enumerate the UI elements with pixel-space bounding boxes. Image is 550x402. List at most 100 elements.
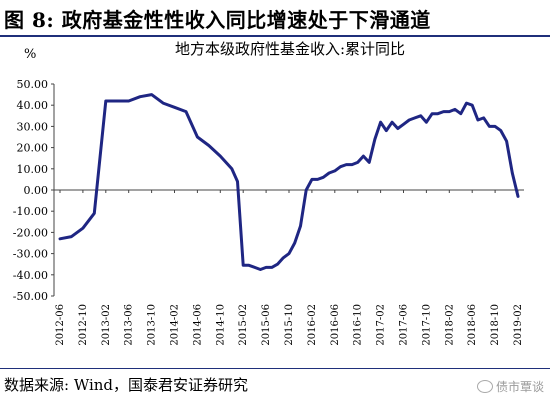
- data-point: [408, 119, 411, 121]
- data-point: [271, 266, 273, 269]
- x-tick-label: 2016-06: [330, 304, 341, 346]
- chart-title: 地方本级政府性基金收入:累计同比: [175, 40, 405, 58]
- data-point: [419, 115, 422, 117]
- x-tick-label: 2015-10: [284, 304, 295, 346]
- wechat-icon: [476, 380, 493, 393]
- data-point: [454, 108, 456, 111]
- data-point: [385, 129, 388, 132]
- data-point: [362, 155, 365, 157]
- data-point: [471, 104, 474, 106]
- data-point: [316, 178, 319, 181]
- data-point: [505, 140, 508, 142]
- data-point: [328, 172, 330, 174]
- data-point: [414, 117, 416, 119]
- y-axis: 50.00 40.00 30.00 20.00 10.00 0.00 -10.00 -20.0…: [13, 78, 55, 303]
- data-point: [265, 266, 267, 269]
- data-point: [185, 110, 187, 113]
- y-tick-label: -40.00: [13, 269, 48, 282]
- data-point: [259, 268, 262, 271]
- data-point: [299, 225, 302, 227]
- line-chart: 地方本级政府性基金收入:累计同比 % 50.00 40.00 30.00 20.00 1…: [13, 40, 524, 346]
- x-tick-label: 2017-06: [399, 304, 410, 346]
- data-point: [242, 264, 244, 267]
- x-tick-label: 2018-10: [490, 304, 501, 346]
- data-point: [339, 165, 342, 168]
- footer-divider: [0, 368, 550, 369]
- watermark-text: 债市覃谈: [495, 380, 544, 394]
- y-tick-label: -20.00: [13, 226, 48, 239]
- data-point: [293, 242, 296, 244]
- data-point: [442, 110, 445, 113]
- x-tick-label: 2019-02: [513, 304, 524, 346]
- y-tick-label: 40.00: [17, 99, 49, 112]
- y-tick-label: 0.00: [24, 184, 49, 197]
- y-tick-label: -10.00: [13, 205, 48, 218]
- data-point: [105, 100, 107, 102]
- x-tick-label: 2014-06: [192, 304, 203, 346]
- data-point: [59, 238, 61, 240]
- data-point: [517, 195, 519, 198]
- y-tick-label: 50.00: [17, 78, 49, 91]
- header-divider: [0, 35, 550, 37]
- data-point: [488, 125, 491, 128]
- data-point: [334, 170, 336, 172]
- data-point: [196, 136, 199, 138]
- y-tick-label: 10.00: [17, 163, 49, 176]
- x-tick-label: 2017-02: [376, 304, 387, 346]
- data-point: [345, 163, 348, 166]
- data-point: [511, 172, 514, 174]
- x-axis: 2012-06 2012-10 2013-02 2013-06 2013-10 2014-…: [54, 189, 524, 346]
- data-point: [482, 117, 485, 119]
- watermark: 债市覃谈: [476, 378, 544, 395]
- data-point: [139, 95, 141, 98]
- data-point: [288, 252, 290, 255]
- data-point: [477, 119, 479, 121]
- data-point: [231, 168, 233, 170]
- y-tick-label: -50.00: [13, 290, 48, 303]
- data-point: [93, 212, 96, 215]
- x-tick-label: 2017-10: [421, 304, 432, 346]
- data-point: [116, 100, 119, 102]
- x-tick-label: 2018-06: [467, 304, 478, 346]
- figure-header: 图 8: 政府基金性性收入同比增速处于下滑通道: [0, 0, 550, 37]
- data-point: [460, 112, 462, 115]
- data-point: [351, 163, 353, 166]
- data-point: [465, 102, 468, 104]
- data-point: [391, 121, 393, 123]
- x-tick-label: 2013-06: [124, 304, 135, 346]
- data-point: [397, 127, 399, 130]
- x-tick-label: 2018-02: [444, 304, 455, 346]
- data-point: [248, 264, 250, 267]
- data-point: [425, 121, 428, 123]
- x-tick-label: 2013-10: [147, 304, 158, 346]
- x-tick-label: 2016-02: [307, 304, 318, 346]
- x-tick-label: 2014-10: [215, 304, 226, 346]
- series-line: [58, 93, 520, 271]
- data-point: [219, 155, 222, 157]
- x-tick-label: 2012-06: [55, 304, 66, 346]
- data-point: [431, 112, 433, 115]
- x-tick-label: 2013-02: [101, 304, 112, 346]
- data-point: [127, 100, 130, 102]
- data-point: [368, 161, 371, 164]
- data-point: [82, 227, 84, 229]
- y-tick-label: 30.00: [17, 120, 49, 133]
- data-point: [374, 138, 376, 140]
- y-axis-unit-label: %: [24, 47, 36, 62]
- x-tick-label: 2012-10: [78, 304, 89, 346]
- data-point: [305, 189, 308, 191]
- y-tick-label: -30.00: [13, 248, 48, 261]
- x-tick-label: 2015-02: [238, 304, 249, 346]
- data-source-note: 数据来源: Wind，国泰君安证券研究: [4, 376, 249, 394]
- data-point: [494, 125, 496, 128]
- data-point: [150, 93, 153, 96]
- data-point: [70, 235, 73, 238]
- data-point: [311, 178, 313, 181]
- data-point: [162, 102, 164, 104]
- data-point: [500, 129, 502, 132]
- y-tick-label: 20.00: [17, 142, 49, 155]
- figure-title: 图 8: 政府基金性性收入同比增速处于下滑通道: [4, 8, 431, 32]
- plot-series: [58, 93, 520, 271]
- data-point: [322, 176, 325, 179]
- data-point: [379, 121, 382, 123]
